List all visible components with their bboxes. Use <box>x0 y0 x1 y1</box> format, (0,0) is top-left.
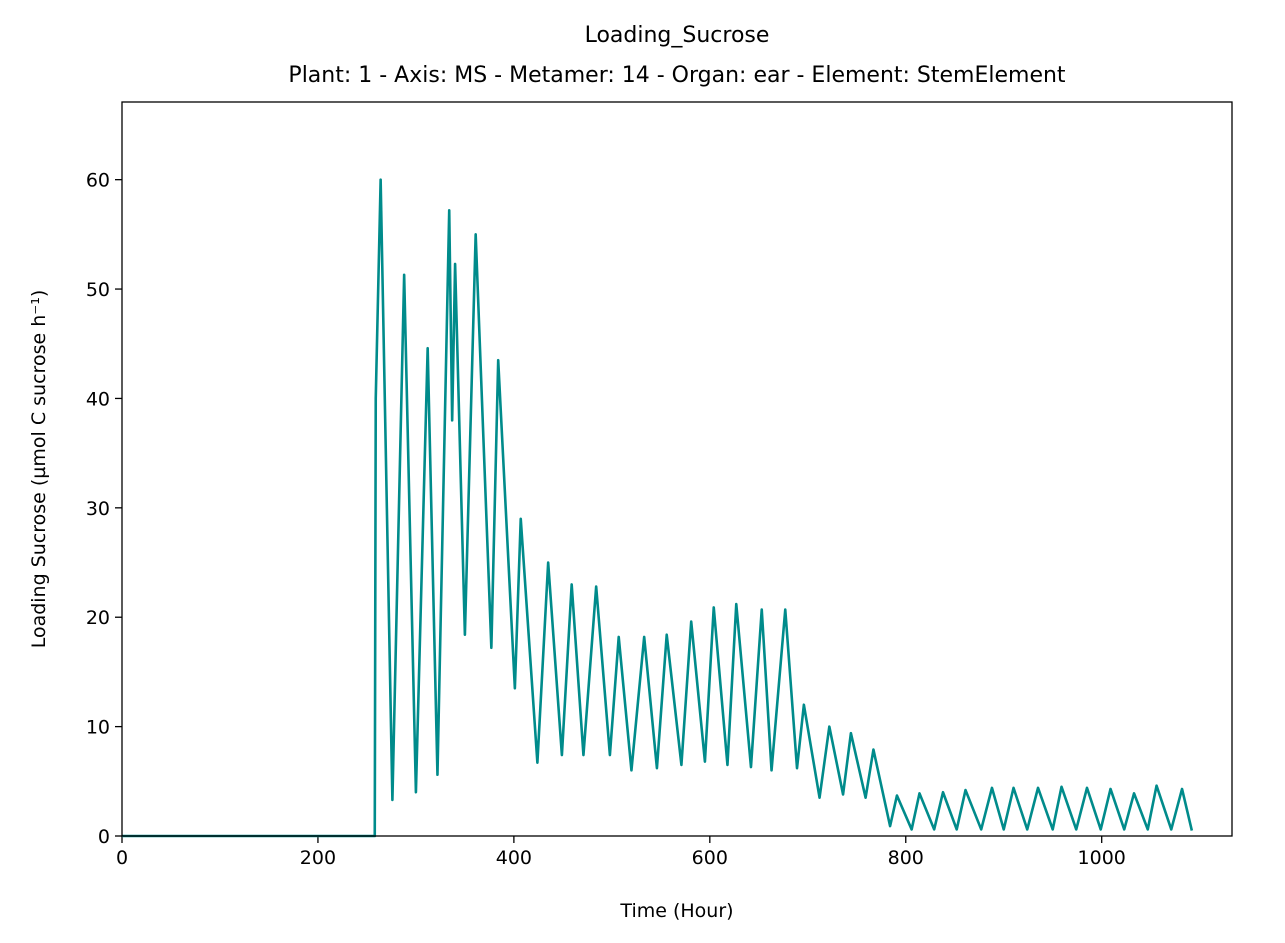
y-tick-label: 10 <box>86 717 110 739</box>
chart-subtitle: Plant: 1 - Axis: MS - Metamer: 14 - Orga… <box>288 63 1066 88</box>
x-tick-label: 400 <box>496 847 532 869</box>
y-tick-label: 30 <box>86 498 110 520</box>
x-tick-label: 600 <box>692 847 728 869</box>
data-line <box>122 178 1194 838</box>
plot-frame <box>121 101 1233 837</box>
x-axis-label: Time (Hour) <box>619 900 733 922</box>
x-tick-label: 200 <box>300 847 336 869</box>
y-axis-label: Loading Sucrose (µmol C sucrose h⁻¹) <box>28 290 50 649</box>
y-tick-label: 0 <box>98 826 110 848</box>
chart-title: Loading_Sucrose <box>585 23 770 48</box>
y-tick-label: 40 <box>86 388 110 410</box>
x-tick-label: 800 <box>888 847 924 869</box>
x-tick-label: 1000 <box>1078 847 1126 869</box>
x-tick-label: 0 <box>116 847 128 869</box>
y-tick-label: 50 <box>86 279 110 301</box>
y-tick-label: 20 <box>86 607 110 629</box>
y-tick-label: 60 <box>86 170 110 192</box>
